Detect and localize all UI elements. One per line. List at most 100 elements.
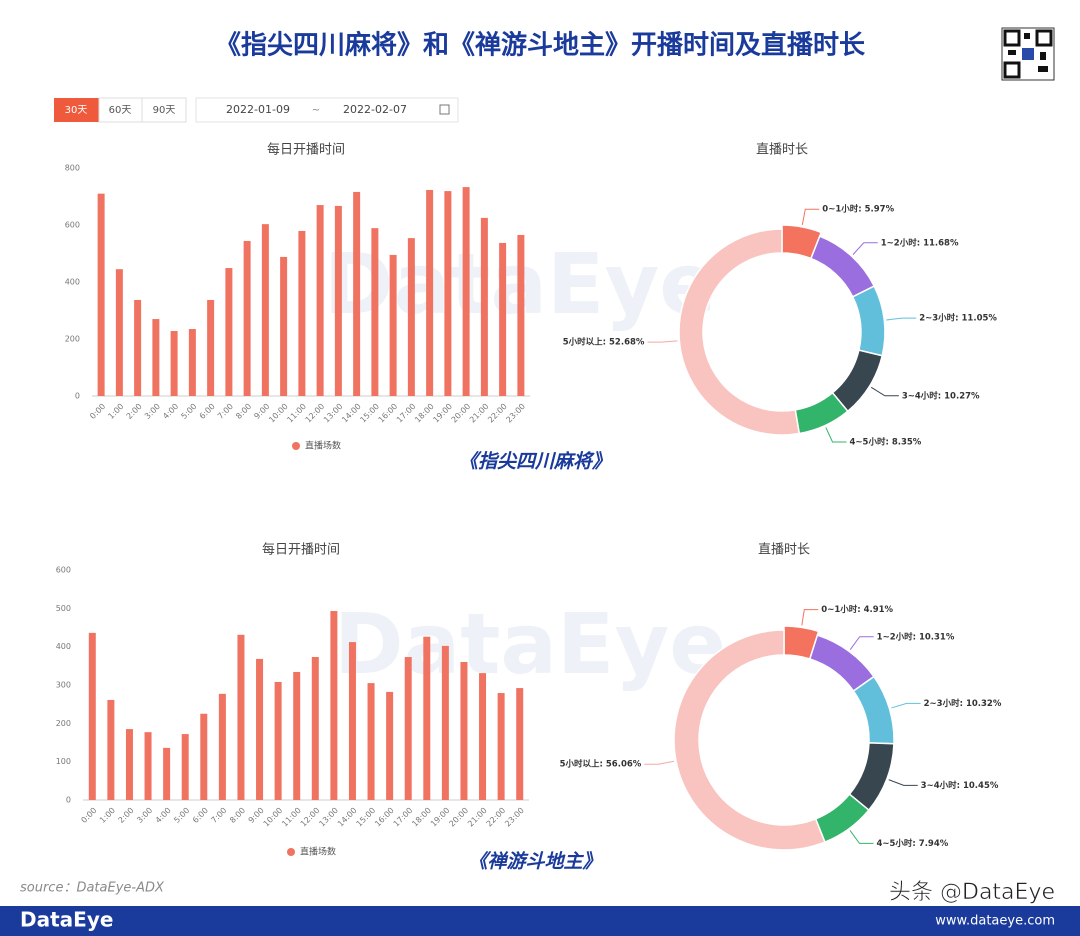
bar: [225, 268, 233, 396]
range-label[interactable]: 90天: [153, 105, 176, 116]
leader-line: [849, 830, 874, 844]
x-tick-label: 10:00: [262, 806, 285, 829]
leader-line: [644, 760, 675, 765]
x-tick-label: 6:00: [191, 806, 210, 825]
x-tick-label: 23:00: [504, 402, 527, 425]
bar: [107, 699, 115, 800]
bar: [261, 224, 269, 396]
x-tick-label: 16:00: [373, 806, 396, 829]
slice-label: 4~5小时: 7.94%: [876, 838, 948, 849]
x-tick-label: 22:00: [485, 806, 508, 829]
x-tick-label: 18:00: [413, 402, 436, 425]
footer-brand: DataEye: [20, 908, 113, 932]
leader-line: [888, 779, 918, 786]
slice-label: 3~4小时: 10.45%: [921, 780, 999, 791]
leader-line: [801, 609, 819, 626]
leader-line: [801, 208, 820, 226]
bar: [497, 693, 505, 800]
bar: [371, 228, 379, 396]
caption: 《禅游斗地主》: [468, 851, 601, 873]
donut-slice: [851, 285, 886, 357]
leader-line: [849, 636, 874, 650]
y-tick-label: 0: [66, 796, 71, 805]
date-controls: 30天 60天 90天 2022-01-09 ~ 2022-02-07: [54, 97, 459, 123]
bar: [200, 713, 208, 800]
bar: [316, 205, 324, 396]
donut-slice: [673, 629, 826, 851]
range-label[interactable]: 30天: [65, 105, 88, 116]
bar: [188, 329, 196, 396]
x-tick-label: 8:00: [228, 806, 247, 825]
y-tick-label: 600: [56, 566, 71, 575]
leader-line: [870, 386, 899, 397]
page-title: 《指尖四川麻将》和《禅游斗地主》开播时间及直播时长: [215, 31, 866, 61]
slice-label: 5小时以上: 56.06%: [560, 759, 642, 770]
chart-title: 直播时长: [756, 143, 808, 158]
bar: [274, 681, 282, 800]
x-tick-label: 20:00: [447, 806, 470, 829]
footer-site: www.dataeye.com: [935, 914, 1055, 929]
bar: [97, 193, 105, 396]
bar: [441, 645, 449, 800]
source: source：DataEye-ADX: [20, 881, 165, 896]
bar: [517, 234, 525, 396]
bar: [134, 299, 142, 396]
x-tick-label: 0:00: [79, 806, 98, 825]
range-button[interactable]: [54, 98, 99, 122]
legend-swatch: [292, 442, 300, 450]
range-button[interactable]: [98, 97, 143, 123]
bar: [115, 269, 123, 396]
x-tick-label: 0:00: [88, 402, 107, 421]
x-tick-label: 2:00: [125, 402, 144, 421]
slice-label: 1~2小时: 10.31%: [877, 631, 955, 642]
bar: [348, 642, 356, 800]
x-tick-label: 1:00: [98, 806, 117, 825]
x-tick-label: 12:00: [299, 806, 322, 829]
bar: [353, 191, 361, 396]
handle: 头条 @DataEye: [889, 880, 1055, 905]
x-tick-label: 5:00: [172, 806, 191, 825]
calendar-icon[interactable]: [439, 104, 450, 115]
bar: [218, 693, 226, 800]
range-label[interactable]: 60天: [109, 105, 132, 116]
start-date[interactable]: 2022-01-09: [226, 103, 290, 116]
legend-label: 直播场数: [300, 846, 336, 858]
bar: [330, 611, 338, 800]
bar: [480, 217, 488, 396]
bar: [462, 187, 470, 396]
x-tick-label: 7:00: [216, 402, 235, 421]
bar: [386, 691, 394, 800]
chart-title: 每日开播时间: [262, 542, 340, 558]
x-tick-label: 14:00: [336, 806, 359, 829]
x-tick-label: 5:00: [179, 402, 198, 421]
y-tick-label: 200: [56, 719, 71, 728]
date-separator: ~: [312, 105, 320, 116]
range-button[interactable]: [141, 97, 187, 123]
bar: [280, 256, 288, 396]
x-tick-label: 4:00: [154, 806, 173, 825]
qr-code: [1001, 27, 1055, 81]
bar: [389, 254, 397, 396]
legend-swatch: [287, 848, 295, 856]
x-tick-label: 17:00: [392, 806, 415, 829]
date-picker[interactable]: [195, 97, 459, 123]
leader-line: [825, 427, 847, 443]
bar: [170, 331, 178, 396]
slice-label: 0~1小时: 4.91%: [821, 604, 893, 615]
footer-bar: [0, 906, 1080, 936]
x-tick-label: 18:00: [410, 806, 433, 829]
x-tick-label: 13:00: [317, 806, 340, 829]
slice-label: 5小时以上: 52.68%: [563, 337, 645, 348]
bar: [460, 662, 468, 800]
x-tick-label: 3:00: [143, 402, 162, 421]
donut-slice: [852, 675, 895, 745]
leader-line: [886, 317, 917, 321]
bar: [237, 634, 245, 800]
legend-label: 直播场数: [305, 440, 341, 452]
end-date[interactable]: 2022-02-07: [343, 103, 407, 116]
slice-label: 4~5小时: 8.35%: [850, 436, 922, 447]
slice-label: 0~1小时: 5.97%: [822, 204, 894, 215]
bar: [207, 299, 215, 396]
x-tick-label: 14:00: [340, 402, 363, 425]
